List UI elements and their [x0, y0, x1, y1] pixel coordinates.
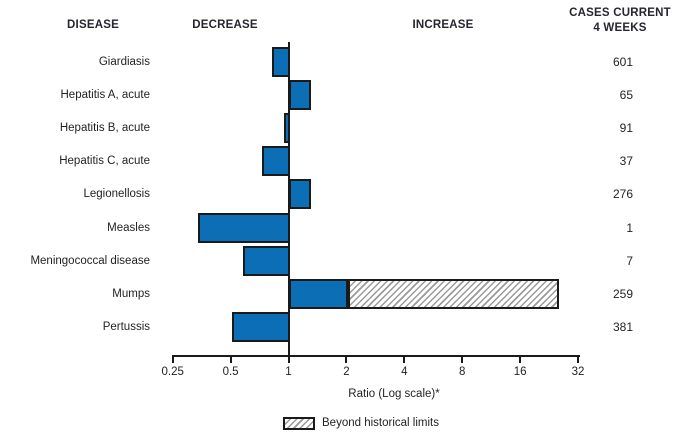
disease-label: Giardiasis	[98, 56, 150, 68]
cases-value: 381	[612, 319, 633, 334]
disease-label: Hepatitis B, acute	[59, 122, 150, 135]
ratio-bar-increase	[288, 278, 349, 309]
axis-tick-label: 16	[513, 366, 527, 378]
axis-tick	[461, 355, 464, 363]
axis-tick	[345, 355, 348, 363]
axis-tick-label: 0.25	[161, 366, 184, 378]
ratio-bar-decrease	[284, 113, 291, 144]
cases-value: 601	[612, 55, 633, 69]
column-header-decrease: DECREASE	[192, 19, 258, 31]
cases-value: 1	[626, 220, 633, 235]
axis-tick	[577, 355, 579, 363]
axis-tick	[287, 355, 290, 363]
cases-value: 259	[612, 286, 633, 301]
disease-label: Meningococcal disease	[30, 254, 150, 267]
disease-label: Hepatitis A, acute	[60, 89, 151, 102]
cases-value: 91	[619, 121, 633, 136]
axis-tick	[403, 355, 406, 363]
axis-tick-label: 8	[458, 366, 466, 378]
cases-value: 65	[619, 88, 633, 103]
ratio-bar-decrease	[242, 245, 291, 276]
axis-tick	[229, 355, 232, 363]
ratio-bar-increase	[288, 179, 312, 210]
x-axis-title: Ratio (Log scale)*	[348, 388, 440, 400]
ratio-bar-decrease	[198, 212, 291, 243]
ratio-bar-decrease	[262, 146, 291, 177]
disease-label: Measles	[107, 221, 150, 234]
disease-label: Legionellosis	[83, 188, 151, 201]
column-header-disease: DISEASE	[67, 19, 119, 31]
legend: Beyond historical limits	[283, 417, 439, 430]
column-header-increase: INCREASE	[412, 19, 474, 31]
disease-label: Hepatitis C, acute	[59, 155, 150, 168]
cases-value: 7	[626, 253, 633, 268]
cases-value: 276	[612, 187, 633, 202]
column-header-cases-line2: 4 WEEKS	[593, 22, 647, 34]
ratio-bar-increase	[288, 80, 312, 111]
disease-label: Mumps	[112, 287, 150, 300]
x-axis-line	[172, 355, 580, 357]
legend-label: Beyond historical limits	[322, 417, 439, 429]
axis-tick	[519, 355, 522, 363]
axis-tick	[171, 355, 174, 363]
axis-tick-label: 4	[401, 366, 408, 378]
axis-tick-label: 1	[285, 366, 292, 378]
hatched-swatch-icon	[283, 417, 315, 430]
beyond-limits-bar	[348, 278, 560, 309]
axis-tick-label: 32	[571, 366, 585, 378]
axis-tick-label: 2	[343, 366, 350, 378]
cases-value: 37	[619, 154, 633, 169]
disease-label: Pertussis	[102, 320, 150, 333]
ratio-bar-decrease	[232, 311, 291, 342]
ratio-bar-decrease	[271, 47, 291, 77]
axis-tick-label: 0.5	[222, 366, 239, 378]
column-header-cases: CASES CURRENT 4 WEEKS	[560, 6, 680, 36]
column-header-cases-line1: CASES CURRENT	[569, 7, 671, 19]
